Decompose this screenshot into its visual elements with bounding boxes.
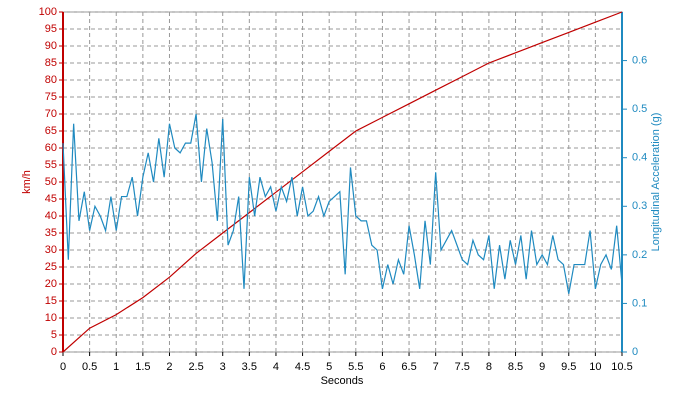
x-tick-label: 3 <box>220 361 226 373</box>
y2-axis-label: Longitudinal Acceleration (g) <box>650 113 662 252</box>
x-tick-label: 8.5 <box>508 361 523 373</box>
x-tick-label: 5.5 <box>348 361 363 373</box>
y2-tick-label: 0.6 <box>632 54 647 66</box>
x-tick-label: 2 <box>166 361 172 373</box>
y-tick-label: 15 <box>45 295 57 307</box>
y-tick-label: 25 <box>45 261 57 273</box>
x-tick-label: 9 <box>539 361 545 373</box>
x-tick-label: 10.5 <box>611 361 632 373</box>
x-tick-label: 4 <box>273 361 279 373</box>
y-tick-label: 20 <box>45 278 57 290</box>
y-tick-label: 60 <box>45 142 57 154</box>
y-tick-label: 0 <box>51 346 57 358</box>
y2-tick-label: 0.3 <box>632 200 647 212</box>
y-tick-label: 80 <box>45 74 57 86</box>
x-tick-label: 1.5 <box>135 361 150 373</box>
y2-tick-label: 0.5 <box>632 103 647 115</box>
y-tick-label: 75 <box>45 91 57 103</box>
x-tick-label: 3.5 <box>242 361 257 373</box>
x-axis-label: Seconds <box>321 375 364 387</box>
x-tick-label: 0 <box>60 361 66 373</box>
x-tick-label: 6.5 <box>401 361 416 373</box>
y-tick-label: 70 <box>45 108 57 120</box>
y-tick-label: 90 <box>45 40 57 52</box>
x-tick-label: 4.5 <box>295 361 310 373</box>
plot-area <box>62 11 623 353</box>
y-tick-label: 50 <box>45 176 57 188</box>
y-tick-label: 35 <box>45 227 57 239</box>
x-tick-label: 7 <box>433 361 439 373</box>
y2-tick-label: 0.4 <box>632 152 647 164</box>
x-tick-label: 7.5 <box>455 361 470 373</box>
y-axis-label: km/h <box>21 170 33 194</box>
x-tick-label: 9.5 <box>561 361 576 373</box>
y-tick-label: 30 <box>45 244 57 256</box>
x-tick-label: 5 <box>326 361 332 373</box>
y-tick-label: 85 <box>45 57 57 69</box>
y-tick-label: 95 <box>45 23 57 35</box>
y-tick-label: 100 <box>39 6 57 18</box>
y-tick-label: 40 <box>45 210 57 222</box>
x-tick-label: 0.5 <box>82 361 97 373</box>
y-tick-label: 45 <box>45 193 57 205</box>
x-tick-label: 6 <box>379 361 385 373</box>
y-tick-label: 5 <box>51 329 57 341</box>
y-tick-label: 55 <box>45 159 57 171</box>
x-tick-label: 8 <box>486 361 492 373</box>
y-tick-label: 65 <box>45 125 57 137</box>
x-tick-label: 1 <box>113 361 119 373</box>
y2-tick-label: 0.2 <box>632 249 647 261</box>
series-line <box>62 113 623 294</box>
x-tick-label: 2.5 <box>188 361 203 373</box>
y-tick-label: 10 <box>45 312 57 324</box>
y2-tick-label: 0 <box>632 346 638 358</box>
y2-tick-label: 0.1 <box>632 297 647 309</box>
series-line <box>62 11 623 353</box>
x-tick-label: 10 <box>589 361 601 373</box>
